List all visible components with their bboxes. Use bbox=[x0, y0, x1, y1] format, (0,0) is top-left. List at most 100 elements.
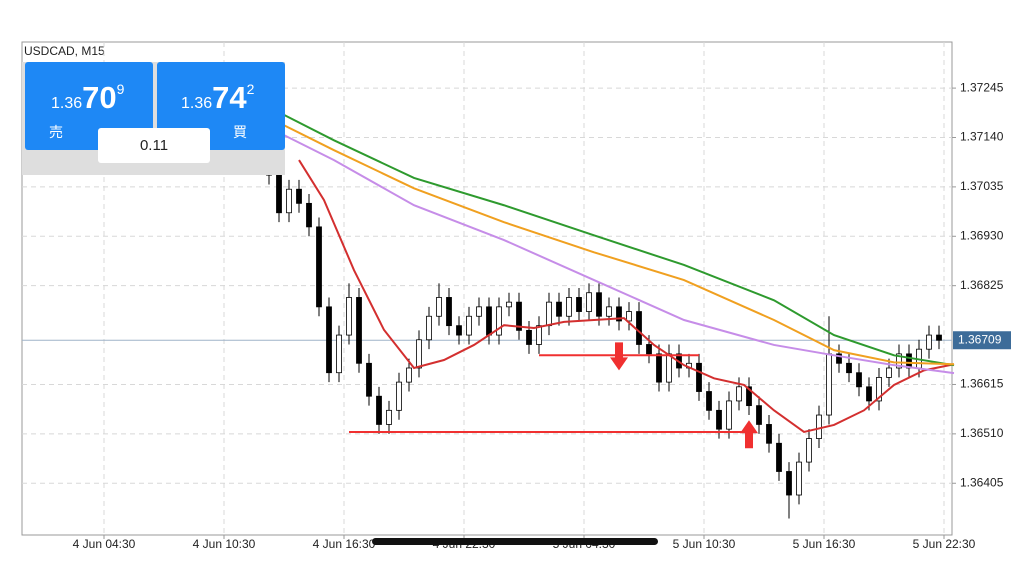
x-tick-label: 4 Jun 10:30 bbox=[193, 537, 256, 551]
candle-body bbox=[566, 297, 572, 317]
y-tick-label: 1.37035 bbox=[960, 179, 1004, 193]
y-tick-label: 1.36930 bbox=[960, 228, 1004, 242]
buy-label: 買 bbox=[233, 124, 247, 140]
y-tick-label: 1.36510 bbox=[960, 426, 1004, 440]
candle-body bbox=[436, 297, 442, 317]
candle-body bbox=[736, 386, 742, 402]
candle-body bbox=[596, 292, 602, 317]
candle-body bbox=[546, 301, 552, 327]
candle-body bbox=[646, 344, 652, 355]
candle-body bbox=[786, 471, 792, 496]
candle-body bbox=[296, 188, 302, 204]
candle-body bbox=[526, 329, 532, 345]
candle-body bbox=[746, 386, 752, 407]
moving-average bbox=[283, 114, 955, 367]
candle-body bbox=[316, 226, 322, 308]
candle-body bbox=[836, 353, 842, 364]
candle-body bbox=[626, 311, 632, 322]
candle-body bbox=[766, 424, 772, 444]
candle-body bbox=[506, 301, 512, 308]
plot-frame bbox=[21, 41, 953, 536]
candle-body bbox=[656, 353, 662, 383]
candle-body bbox=[376, 395, 382, 425]
sell-label: 売 bbox=[49, 124, 63, 140]
x-tick-label: 4 Jun 04:30 bbox=[73, 537, 136, 551]
candle-body bbox=[816, 414, 822, 439]
y-tick-label: 1.36825 bbox=[960, 278, 1004, 292]
candle-body bbox=[756, 405, 762, 425]
candle-body bbox=[366, 362, 372, 397]
candle-body bbox=[846, 362, 852, 374]
candle-body bbox=[356, 297, 362, 364]
x-tick-label: 5 Jun 22:30 bbox=[913, 537, 976, 551]
candle-body bbox=[696, 362, 702, 392]
candle-body bbox=[416, 339, 422, 369]
candle-body bbox=[406, 367, 412, 383]
candle-body bbox=[456, 325, 462, 336]
candle-body bbox=[286, 188, 292, 214]
candle-body bbox=[896, 353, 902, 369]
candle-body bbox=[346, 297, 352, 336]
candle-body bbox=[906, 353, 912, 369]
candle-body bbox=[336, 334, 342, 374]
current-price-box bbox=[953, 331, 1011, 350]
candle-body bbox=[926, 334, 932, 350]
sell-prefix: 1.36 bbox=[51, 95, 83, 112]
current-price-label: 1.36709 bbox=[958, 332, 1002, 346]
candle-body bbox=[496, 306, 502, 336]
candle-body bbox=[606, 306, 612, 317]
candle-body bbox=[386, 409, 392, 425]
signal-arrow bbox=[610, 342, 628, 371]
candle-body bbox=[556, 301, 562, 317]
x-tick-label: 5 Jun 10:30 bbox=[673, 537, 736, 551]
candle-body bbox=[466, 315, 472, 336]
candle-body bbox=[276, 174, 282, 214]
x-tick-label: 4 Jun 16:30 bbox=[313, 537, 376, 551]
y-tick-label: 1.36615 bbox=[960, 377, 1004, 391]
moving-average bbox=[298, 159, 955, 434]
candle-body bbox=[706, 391, 712, 411]
candle-body bbox=[426, 315, 432, 341]
candle-body bbox=[576, 297, 582, 312]
candle-body bbox=[806, 438, 812, 463]
chart-title: USDCAD, M15 bbox=[24, 44, 105, 58]
candle-body bbox=[826, 353, 832, 416]
x-tick-label: 5 Jun 16:30 bbox=[793, 537, 856, 551]
candle-body bbox=[516, 301, 522, 331]
candle-body bbox=[856, 372, 862, 388]
candle-body bbox=[306, 202, 312, 228]
trade-panel: 1.36709 売 1.36742 買 0.11 bbox=[22, 62, 285, 175]
candle-body bbox=[876, 377, 882, 402]
candle-body bbox=[726, 400, 732, 430]
y-tick-label: 1.37245 bbox=[960, 80, 1004, 94]
sell-fraction: 9 bbox=[116, 81, 125, 97]
candle-body bbox=[636, 311, 642, 345]
candle-body bbox=[796, 461, 802, 496]
scrollbar[interactable] bbox=[372, 538, 658, 545]
candle-body bbox=[396, 381, 402, 411]
candle-body bbox=[536, 325, 542, 345]
signal-arrow bbox=[740, 420, 758, 449]
volume-field[interactable]: 0.11 bbox=[98, 128, 210, 163]
candle-body bbox=[586, 292, 592, 312]
moving-average bbox=[283, 134, 955, 375]
candle-body bbox=[486, 306, 492, 336]
candle-body bbox=[866, 386, 872, 402]
buy-pips: 74 bbox=[212, 80, 247, 115]
candle-body bbox=[666, 353, 672, 383]
y-tick-label: 1.36405 bbox=[960, 475, 1004, 489]
candle-body bbox=[326, 306, 332, 374]
buy-fraction: 2 bbox=[246, 81, 255, 97]
candle-body bbox=[616, 306, 622, 322]
sell-pips: 70 bbox=[82, 80, 117, 115]
candle-body bbox=[886, 367, 892, 378]
moving-average bbox=[283, 124, 955, 366]
candle-body bbox=[776, 442, 782, 472]
buy-prefix: 1.36 bbox=[181, 95, 213, 112]
candle-body bbox=[476, 306, 482, 317]
candle-body bbox=[716, 409, 722, 430]
y-tick-label: 1.37140 bbox=[960, 130, 1004, 144]
candle-body bbox=[446, 297, 452, 327]
